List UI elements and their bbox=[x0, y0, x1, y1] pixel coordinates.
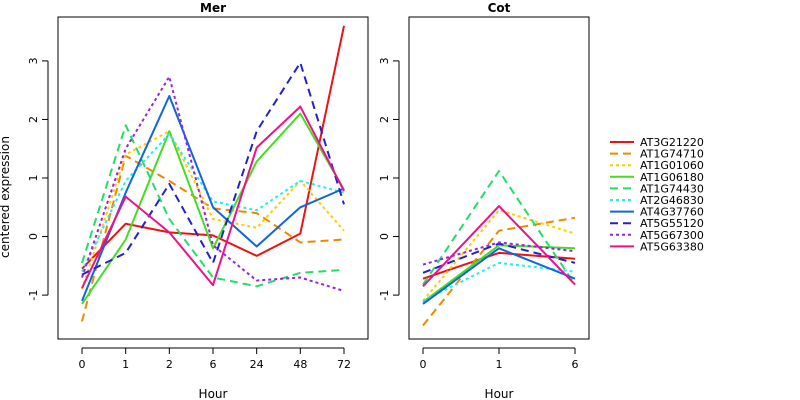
series-line-at4g37760 bbox=[81, 95, 345, 302]
x-tick-label: 6 bbox=[210, 358, 217, 371]
y-tick-label: -1 bbox=[378, 290, 391, 301]
x-tick-label: 0 bbox=[420, 358, 427, 371]
series-line-at5g63380 bbox=[422, 205, 576, 287]
legend-label: AT5G63380 bbox=[640, 240, 704, 253]
y-tick-label: 2 bbox=[378, 116, 391, 123]
x-tick-label: 0 bbox=[79, 358, 86, 371]
series-line-at3g21220 bbox=[81, 25, 345, 270]
x-tick-label: 48 bbox=[293, 358, 307, 371]
x-tick-label: 6 bbox=[572, 358, 579, 371]
plot-frame bbox=[408, 16, 590, 340]
y-tick-label: -1 bbox=[27, 290, 40, 301]
series-line-at5g63380 bbox=[81, 105, 345, 289]
y-tick-label: 0 bbox=[27, 233, 40, 240]
panel-cot: Cot 0 1 6 -1 0 1 2 3 Hour bbox=[378, 1, 590, 400]
legend-label: AT4G37760 bbox=[640, 206, 704, 219]
series-line-at1g74710 bbox=[81, 154, 345, 322]
x-tick-label: 1 bbox=[496, 358, 503, 371]
x-tick-label: 24 bbox=[250, 358, 264, 371]
panel-mer: Mer 0 1 2 6 24 48 72 -1 0 1 2 3 Hour bbox=[27, 1, 369, 400]
x-axis-title: Hour bbox=[485, 387, 514, 400]
y-tick-label: 1 bbox=[378, 175, 391, 182]
series-line-at1g74430 bbox=[422, 170, 576, 286]
x-axis-title: Hour bbox=[199, 387, 228, 400]
legend-label: AT3G21220 bbox=[640, 136, 704, 149]
legend-label: AT1G06180 bbox=[640, 171, 704, 184]
y-axis-title: centered expression bbox=[0, 136, 12, 258]
legend-label: AT1G74430 bbox=[640, 182, 704, 195]
panel-title: Cot bbox=[488, 1, 511, 15]
series-line-at2g46830 bbox=[81, 133, 345, 273]
x-tick-label: 72 bbox=[337, 358, 351, 371]
legend-label: AT2G46830 bbox=[640, 194, 704, 207]
x-tick-label: 1 bbox=[122, 358, 129, 371]
panel-title: Mer bbox=[200, 1, 226, 15]
legend-label: AT5G67300 bbox=[640, 229, 704, 242]
series-line-at1g06180 bbox=[81, 112, 345, 305]
plot-frame bbox=[57, 16, 369, 340]
series-line-at2g46830 bbox=[422, 261, 576, 302]
series-line-at1g74710 bbox=[422, 216, 576, 327]
y-tick-label: 2 bbox=[27, 116, 40, 123]
legend-label: AT5G55120 bbox=[640, 217, 704, 230]
series-line-at5g67300 bbox=[422, 241, 576, 266]
y-tick-label: 1 bbox=[27, 175, 40, 182]
legend: AT3G21220AT1G74710AT1G01060AT1G06180AT1G… bbox=[610, 136, 704, 253]
legend-label: AT1G74710 bbox=[640, 148, 704, 161]
series-line-at5g55120 bbox=[422, 242, 576, 274]
y-tick-label: 0 bbox=[378, 233, 391, 240]
legend-label: AT1G01060 bbox=[640, 159, 704, 172]
y-tick-label: 3 bbox=[27, 57, 40, 64]
series-line-at1g74430 bbox=[81, 124, 345, 288]
x-tick-label: 2 bbox=[166, 358, 173, 371]
series-line-at4g37760 bbox=[422, 247, 576, 305]
y-tick-label: 3 bbox=[378, 57, 391, 64]
series-line-at5g67300 bbox=[81, 75, 345, 292]
